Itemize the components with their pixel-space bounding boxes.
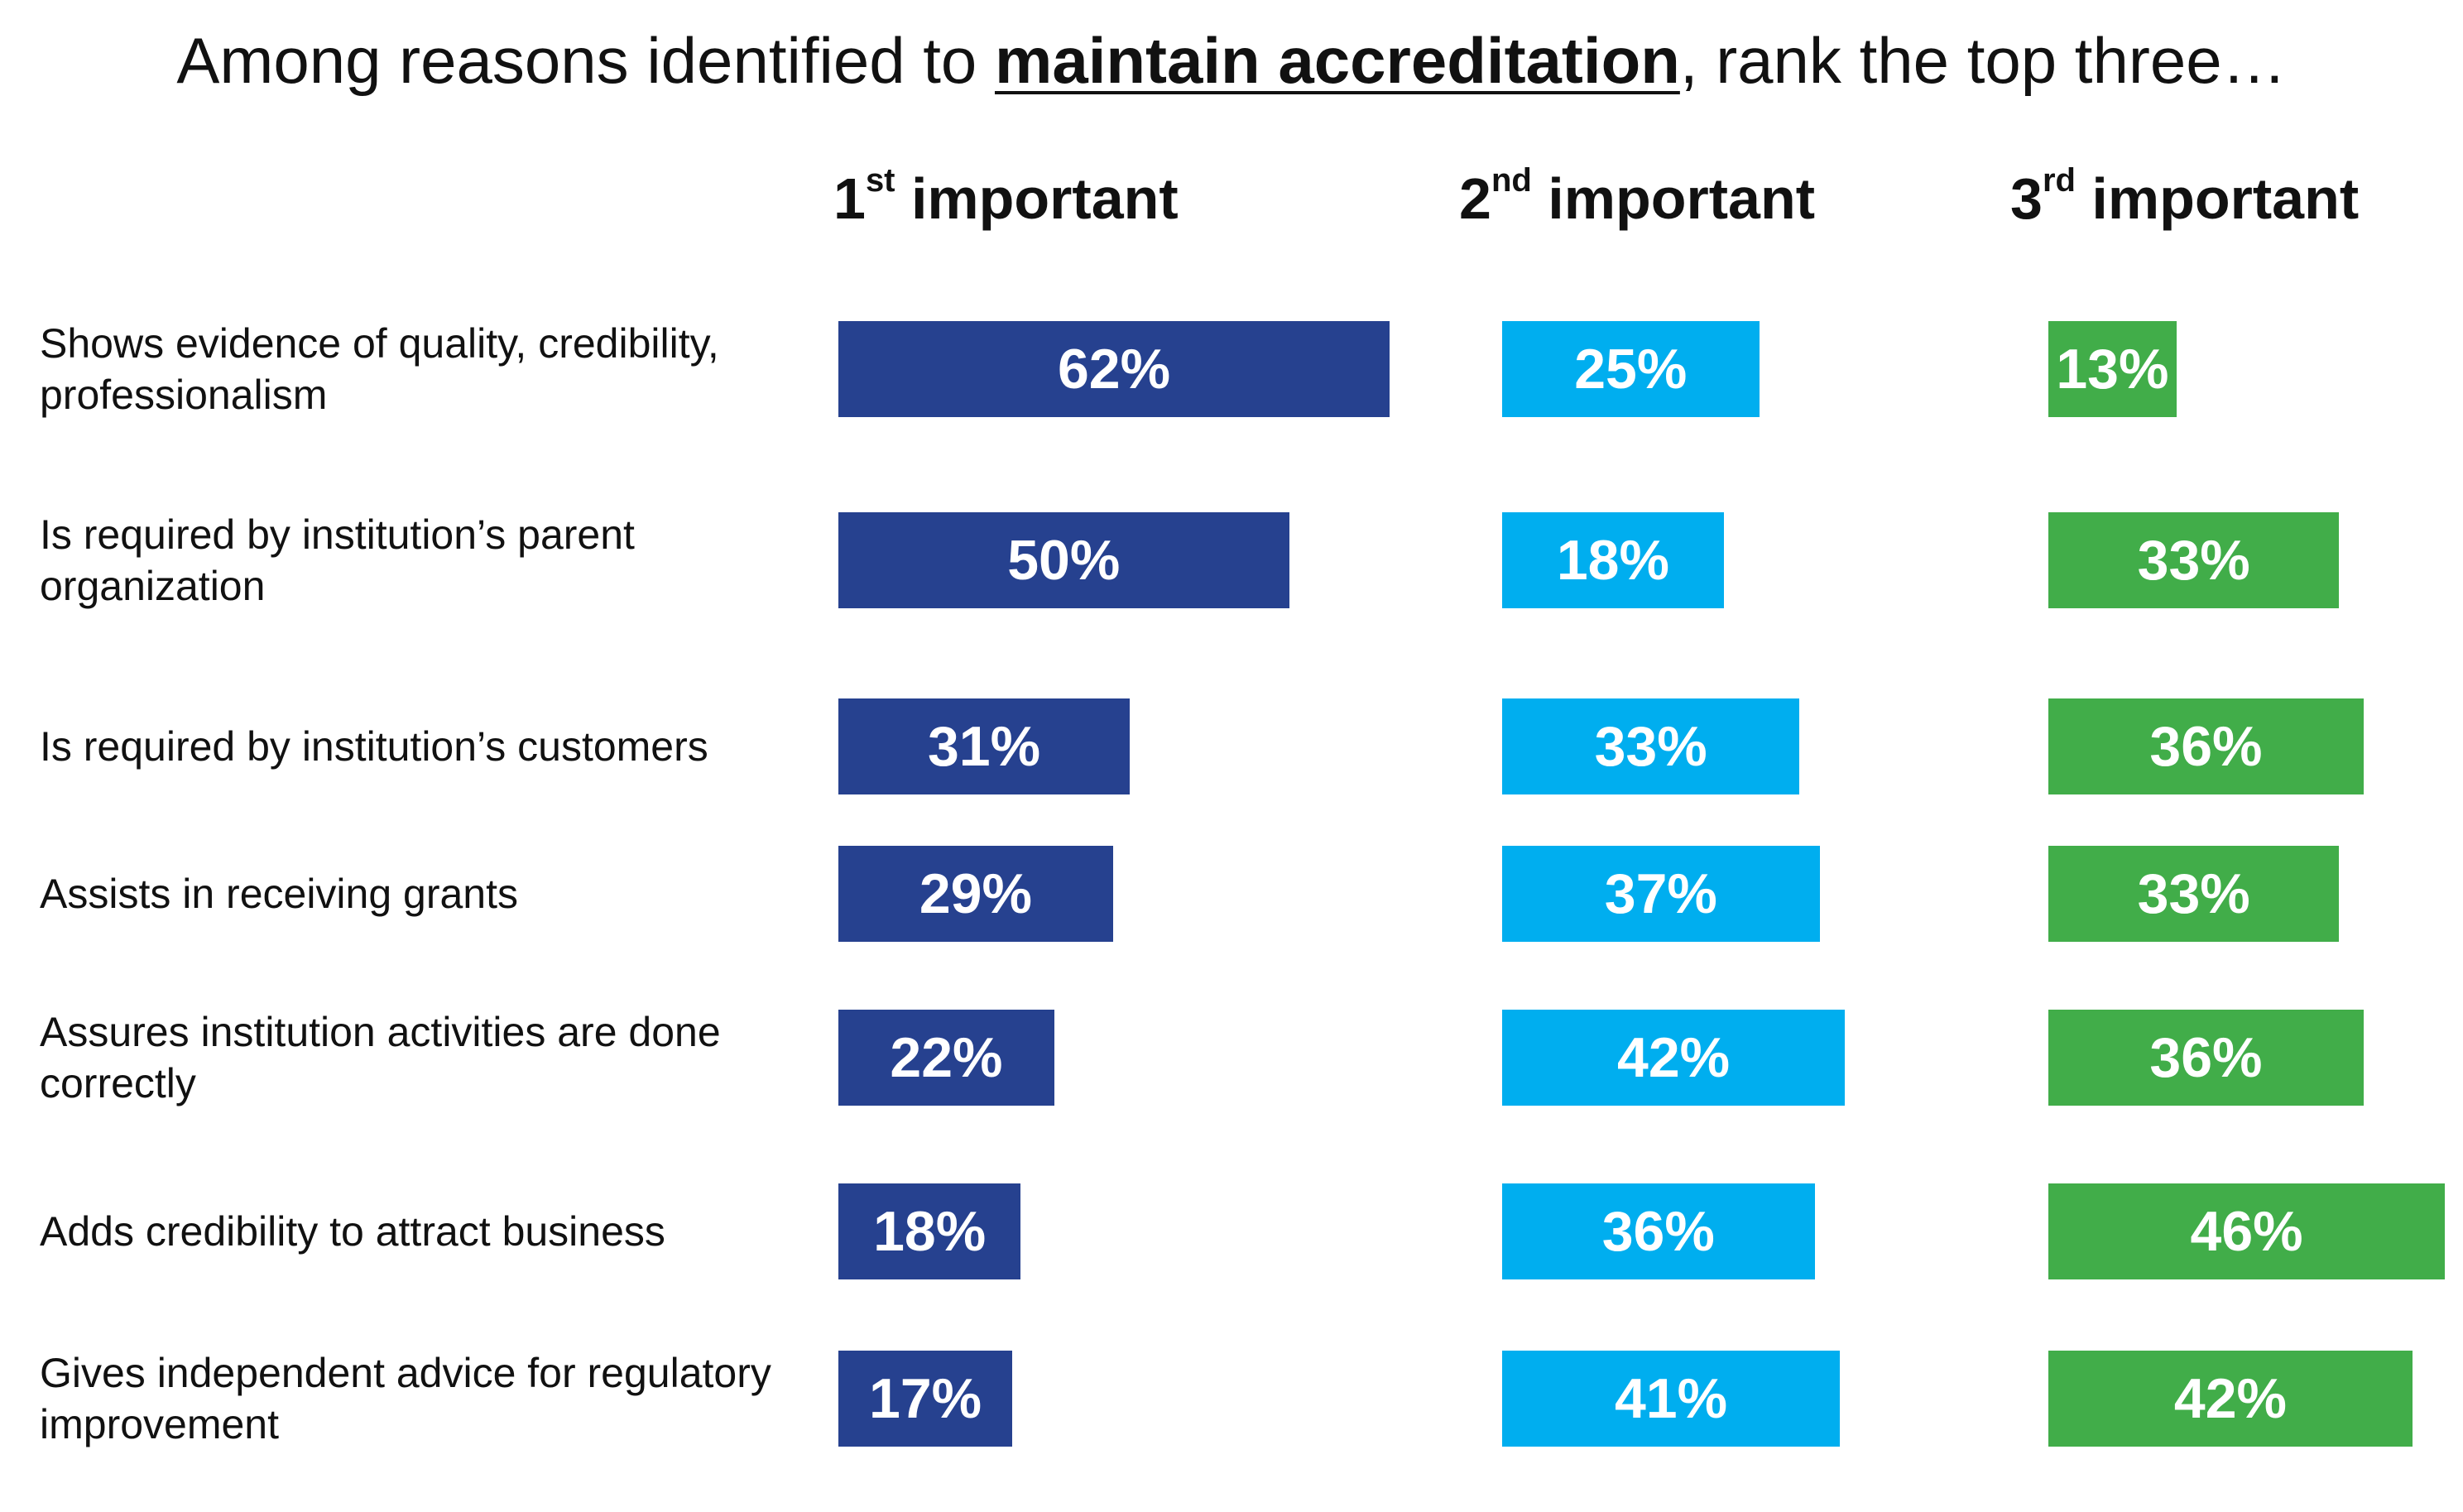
title-text: Among reasons identified to bbox=[176, 24, 995, 97]
bar-value-label: 42% bbox=[2173, 1367, 2287, 1430]
bar-col3-row2: 33% bbox=[2048, 512, 2340, 608]
bar-value-label: 29% bbox=[919, 862, 1032, 925]
bar-value-label: 50% bbox=[1007, 529, 1121, 592]
bar-col3-row5: 36% bbox=[2048, 1010, 2364, 1106]
bar-value-label: 13% bbox=[2056, 338, 2169, 401]
bar-col3-row3: 36% bbox=[2048, 698, 2364, 794]
bar-col2-row7: 41% bbox=[1502, 1351, 1841, 1447]
bar-col2-row1: 25% bbox=[1502, 321, 1760, 417]
bar-value-label: 46% bbox=[2190, 1200, 2303, 1263]
bar-value-label: 25% bbox=[1574, 338, 1688, 401]
bar-col3-row4: 33% bbox=[2048, 846, 2340, 942]
bar-value-label: 22% bbox=[890, 1026, 1003, 1089]
column-header-suffix: rd bbox=[2042, 162, 2076, 199]
bar-value-label: 42% bbox=[1617, 1026, 1731, 1089]
bar-col2-row2: 18% bbox=[1502, 512, 1724, 608]
bar-value-label: 33% bbox=[1594, 715, 1707, 778]
category-label: Assures institution activities are done … bbox=[40, 1009, 721, 1106]
bar-col1-row2: 50% bbox=[838, 512, 1289, 608]
title-text-end: , rank the top three… bbox=[1679, 24, 2287, 97]
bar-value-label: 17% bbox=[869, 1367, 982, 1430]
category-label: Adds credibility to attract business bbox=[40, 1208, 665, 1255]
bar-col2-row5: 42% bbox=[1502, 1010, 1846, 1106]
bar-value-label: 36% bbox=[1601, 1200, 1715, 1263]
bar-value-label: 36% bbox=[2149, 1026, 2263, 1089]
bar-value-label: 36% bbox=[2149, 715, 2263, 778]
bar-col1-row7: 17% bbox=[838, 1351, 1013, 1447]
bar-value-label: 33% bbox=[2137, 862, 2250, 925]
bar-col1-row5: 22% bbox=[838, 1010, 1054, 1106]
bar-col1-row3: 31% bbox=[838, 698, 1131, 794]
bar-col3-row6: 46% bbox=[2048, 1183, 2446, 1279]
bar-col2-row3: 33% bbox=[1502, 698, 1800, 794]
category-label: Assists in receiving grants bbox=[40, 871, 519, 917]
bar-col2-row4: 37% bbox=[1502, 846, 1820, 942]
column-header-text: important bbox=[1531, 166, 1816, 231]
category-label: Shows evidence of quality, credibility, … bbox=[40, 320, 719, 418]
column-header-text: important bbox=[2075, 166, 2360, 231]
bar-value-label: 31% bbox=[927, 715, 1041, 778]
column-header-3: 3rd important bbox=[2010, 162, 2360, 232]
category-label: Is required by institution’s parent orga… bbox=[40, 511, 635, 609]
column-header-number: 2 bbox=[1459, 166, 1491, 231]
bar-col1-row1: 62% bbox=[838, 321, 1390, 417]
column-header-2: 2nd important bbox=[1459, 162, 1816, 232]
bar-value-label: 37% bbox=[1604, 862, 1717, 925]
column-header-suffix: nd bbox=[1491, 162, 1532, 199]
bar-value-label: 18% bbox=[1556, 529, 1669, 592]
column-header-number: 1 bbox=[833, 166, 866, 231]
bar-value-label: 62% bbox=[1057, 338, 1171, 401]
bar-col3-row1: 13% bbox=[2048, 321, 2177, 417]
bar-value-label: 41% bbox=[1614, 1367, 1728, 1430]
bar-col1-row4: 29% bbox=[838, 846, 1113, 942]
column-header-number: 3 bbox=[2010, 166, 2043, 231]
column-header-suffix: st bbox=[865, 162, 895, 199]
category-label: Gives independent advice for regulatory … bbox=[40, 1350, 771, 1447]
title-emphasis: maintain accreditation bbox=[994, 24, 1680, 97]
column-header-1: 1st important bbox=[833, 162, 1179, 232]
chart-title: Among reasons identified to maintain acc… bbox=[0, 23, 2463, 98]
bar-col2-row6: 36% bbox=[1502, 1183, 1815, 1279]
bar-col1-row6: 18% bbox=[838, 1183, 1021, 1279]
category-label: Is required by institution’s customers bbox=[40, 723, 708, 770]
bar-value-label: 18% bbox=[873, 1200, 987, 1263]
bar-value-label: 33% bbox=[2137, 529, 2250, 592]
bar-col3-row7: 42% bbox=[2048, 1351, 2413, 1447]
column-header-text: important bbox=[895, 166, 1179, 231]
